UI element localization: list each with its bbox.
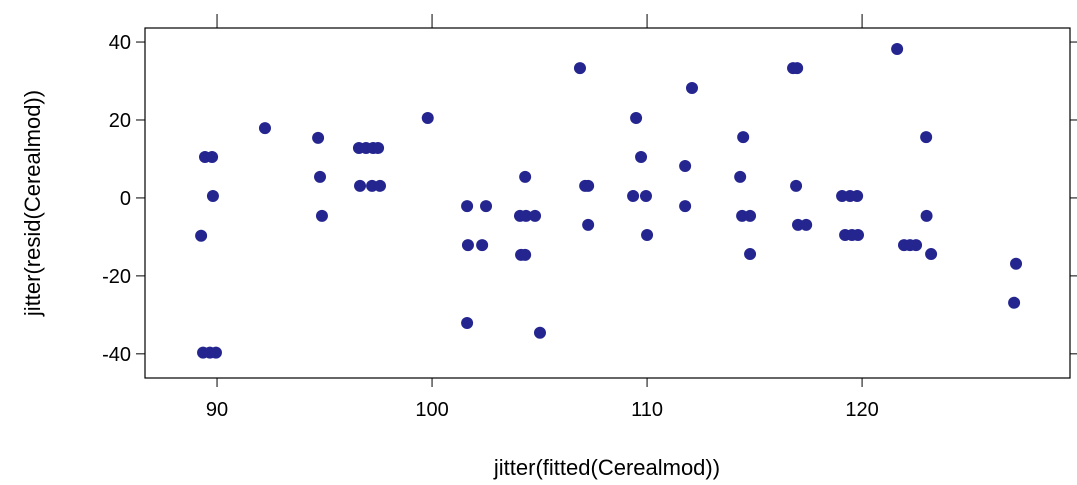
x-tick-label: 110 [631, 399, 663, 421]
point [461, 200, 474, 213]
point [372, 142, 385, 155]
point [374, 179, 387, 192]
y-tick-label: -20 [102, 266, 131, 288]
point [639, 189, 652, 202]
point [258, 122, 271, 135]
point [519, 248, 532, 261]
point [737, 131, 750, 144]
point [920, 209, 933, 222]
point [582, 179, 595, 192]
point [195, 229, 208, 242]
point [630, 112, 643, 125]
point [312, 131, 325, 144]
point [920, 131, 933, 144]
y-tick-label: 0 [120, 188, 131, 210]
point [851, 189, 864, 202]
point [791, 62, 804, 75]
point [314, 170, 327, 183]
point [851, 228, 864, 241]
x-tick-label: 90 [206, 399, 228, 421]
x-tick-label: 100 [415, 399, 448, 421]
point [519, 170, 532, 183]
point [573, 62, 586, 75]
y-tick-label: -40 [102, 344, 131, 366]
point [461, 239, 474, 252]
point [421, 112, 434, 125]
point [744, 209, 757, 222]
point [480, 200, 493, 213]
point [744, 248, 757, 261]
point [635, 151, 648, 164]
point [686, 82, 699, 95]
x-axis-label: jitter(fitted(Cerealmod)) [493, 455, 720, 480]
point [529, 209, 542, 222]
point [1010, 257, 1023, 270]
point [790, 179, 803, 192]
point [800, 218, 813, 231]
point [641, 228, 654, 241]
point [461, 317, 474, 330]
point [1008, 296, 1021, 309]
point [476, 239, 489, 252]
point [206, 151, 219, 164]
point [891, 43, 904, 56]
point [520, 209, 533, 222]
plot-frame [144, 27, 1071, 379]
point [679, 159, 692, 172]
point [679, 200, 692, 213]
point [582, 218, 595, 231]
y-tick-label: 40 [109, 32, 131, 54]
x-tick-label: 120 [845, 399, 878, 421]
point [734, 170, 747, 183]
point [910, 239, 923, 252]
point [315, 209, 328, 222]
point [209, 346, 222, 359]
point [627, 189, 640, 202]
y-tick-label: 20 [109, 110, 131, 132]
y-axis-label: jitter(resid(Cerealmod)) [20, 90, 45, 317]
point [206, 189, 219, 202]
point [354, 179, 367, 192]
point [925, 248, 938, 261]
point [533, 326, 546, 339]
